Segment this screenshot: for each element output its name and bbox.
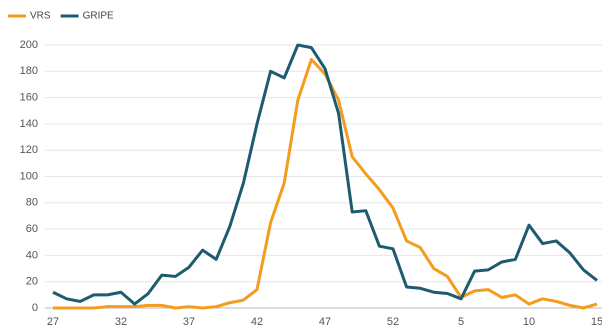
x-tick-label: 27 xyxy=(47,316,59,328)
x-tick-label: 15 xyxy=(591,316,602,328)
y-tick-label: 0 xyxy=(32,302,38,314)
x-tick-label: 5 xyxy=(458,316,464,328)
x-tick-label: 42 xyxy=(251,316,263,328)
y-tick-label: 200 xyxy=(20,39,38,51)
y-tick-label: 80 xyxy=(26,197,38,209)
x-tick-label: 47 xyxy=(319,316,331,328)
y-tick-label: 120 xyxy=(20,144,38,156)
legend-label: GRIPE xyxy=(83,11,114,22)
y-tick-label: 180 xyxy=(20,65,38,77)
y-tick-label: 40 xyxy=(26,249,38,261)
x-tick-label: 37 xyxy=(183,316,195,328)
y-tick-label: 100 xyxy=(20,170,38,182)
series-line xyxy=(53,57,598,310)
series-line xyxy=(52,43,598,306)
y-tick-label: 60 xyxy=(26,223,38,235)
x-tick-label: 52 xyxy=(387,316,399,328)
x-tick-label: 10 xyxy=(523,316,535,328)
x-tick-label: 32 xyxy=(115,316,127,328)
y-tick-label: 160 xyxy=(20,92,38,104)
legend-label: VRS xyxy=(30,11,51,22)
y-tick-label: 20 xyxy=(26,276,38,288)
y-tick-label: 140 xyxy=(20,118,38,130)
